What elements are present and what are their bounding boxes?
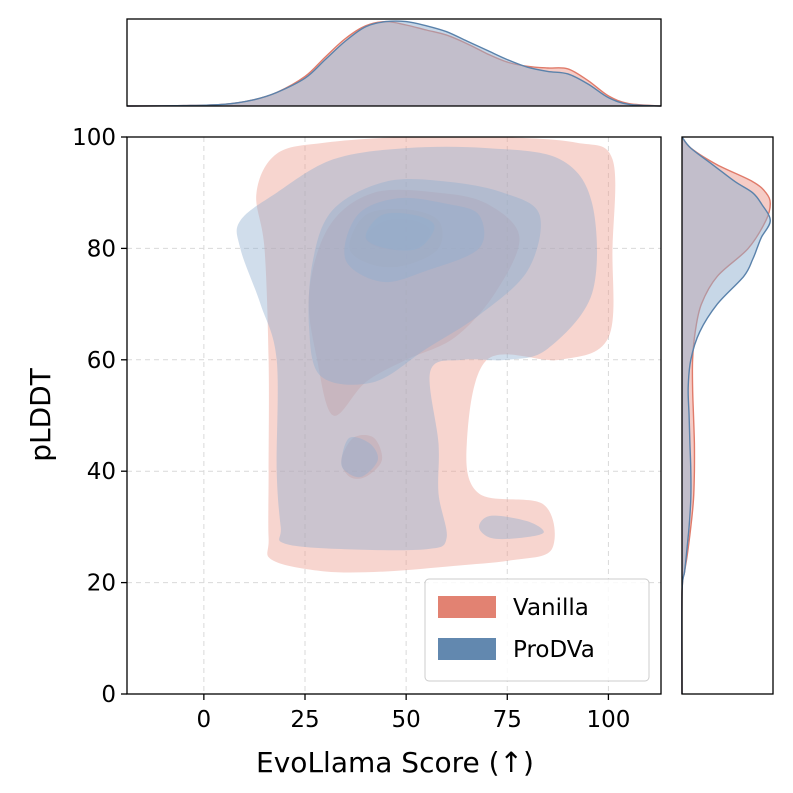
- prodva-density-contour: [341, 436, 379, 478]
- x-marginal-frame: [126, 18, 662, 107]
- y-tick-label: 100: [72, 125, 116, 151]
- y-tick-label: 0: [101, 682, 116, 708]
- main-plot-frame: [126, 136, 662, 695]
- x-tick-label: 50: [391, 707, 420, 733]
- vanilla-density-contour: [365, 218, 431, 251]
- prodva-x-density-area: [127, 21, 661, 106]
- prodva-x-density-line: [126, 20, 662, 107]
- y-marginal-density-plot: [681, 136, 774, 695]
- prodva-legend-label: ProDVa: [513, 637, 595, 663]
- y-tick-label: 20: [87, 571, 116, 597]
- prodva-density-contour: [308, 179, 541, 385]
- vanilla-legend-label: Vanilla: [513, 595, 589, 621]
- prodva-y-density-area: [681, 137, 771, 694]
- x-tick-label: 0: [197, 707, 212, 733]
- y-tick-label: 60: [87, 348, 116, 374]
- prodva-density-contour: [479, 515, 544, 540]
- x-tick-label: 75: [493, 707, 522, 733]
- prodva-y-density-line: [681, 136, 772, 695]
- vanilla-legend-swatch: [438, 596, 496, 618]
- y-axis-label: pLDDT: [24, 367, 57, 461]
- joint-density-plot: 0 25 50 75 100 0 20 40 60 80 100: [72, 125, 662, 733]
- prodva-legend-swatch: [438, 638, 496, 660]
- x-axis-label: EvoLlama Score (↑): [256, 746, 534, 779]
- x-tick-label: 100: [586, 707, 630, 733]
- prodva-density-contour: [236, 146, 598, 551]
- y-marginal-frame: [681, 136, 774, 695]
- vanilla-density-contour: [349, 208, 443, 268]
- prodva-density-contour: [365, 212, 435, 251]
- vanilla-density-contour: [341, 435, 383, 479]
- vanilla-density-contour: [308, 189, 520, 416]
- prodva-density-contour: [344, 197, 485, 283]
- y-tick-label: 40: [87, 459, 116, 485]
- y-tick-label: 80: [87, 236, 116, 262]
- x-marginal-density-plot: [126, 18, 662, 107]
- vanilla-density-contour: [256, 137, 616, 573]
- x-tick-label: 25: [290, 707, 319, 733]
- legend: Vanilla ProDVa: [424, 578, 650, 682]
